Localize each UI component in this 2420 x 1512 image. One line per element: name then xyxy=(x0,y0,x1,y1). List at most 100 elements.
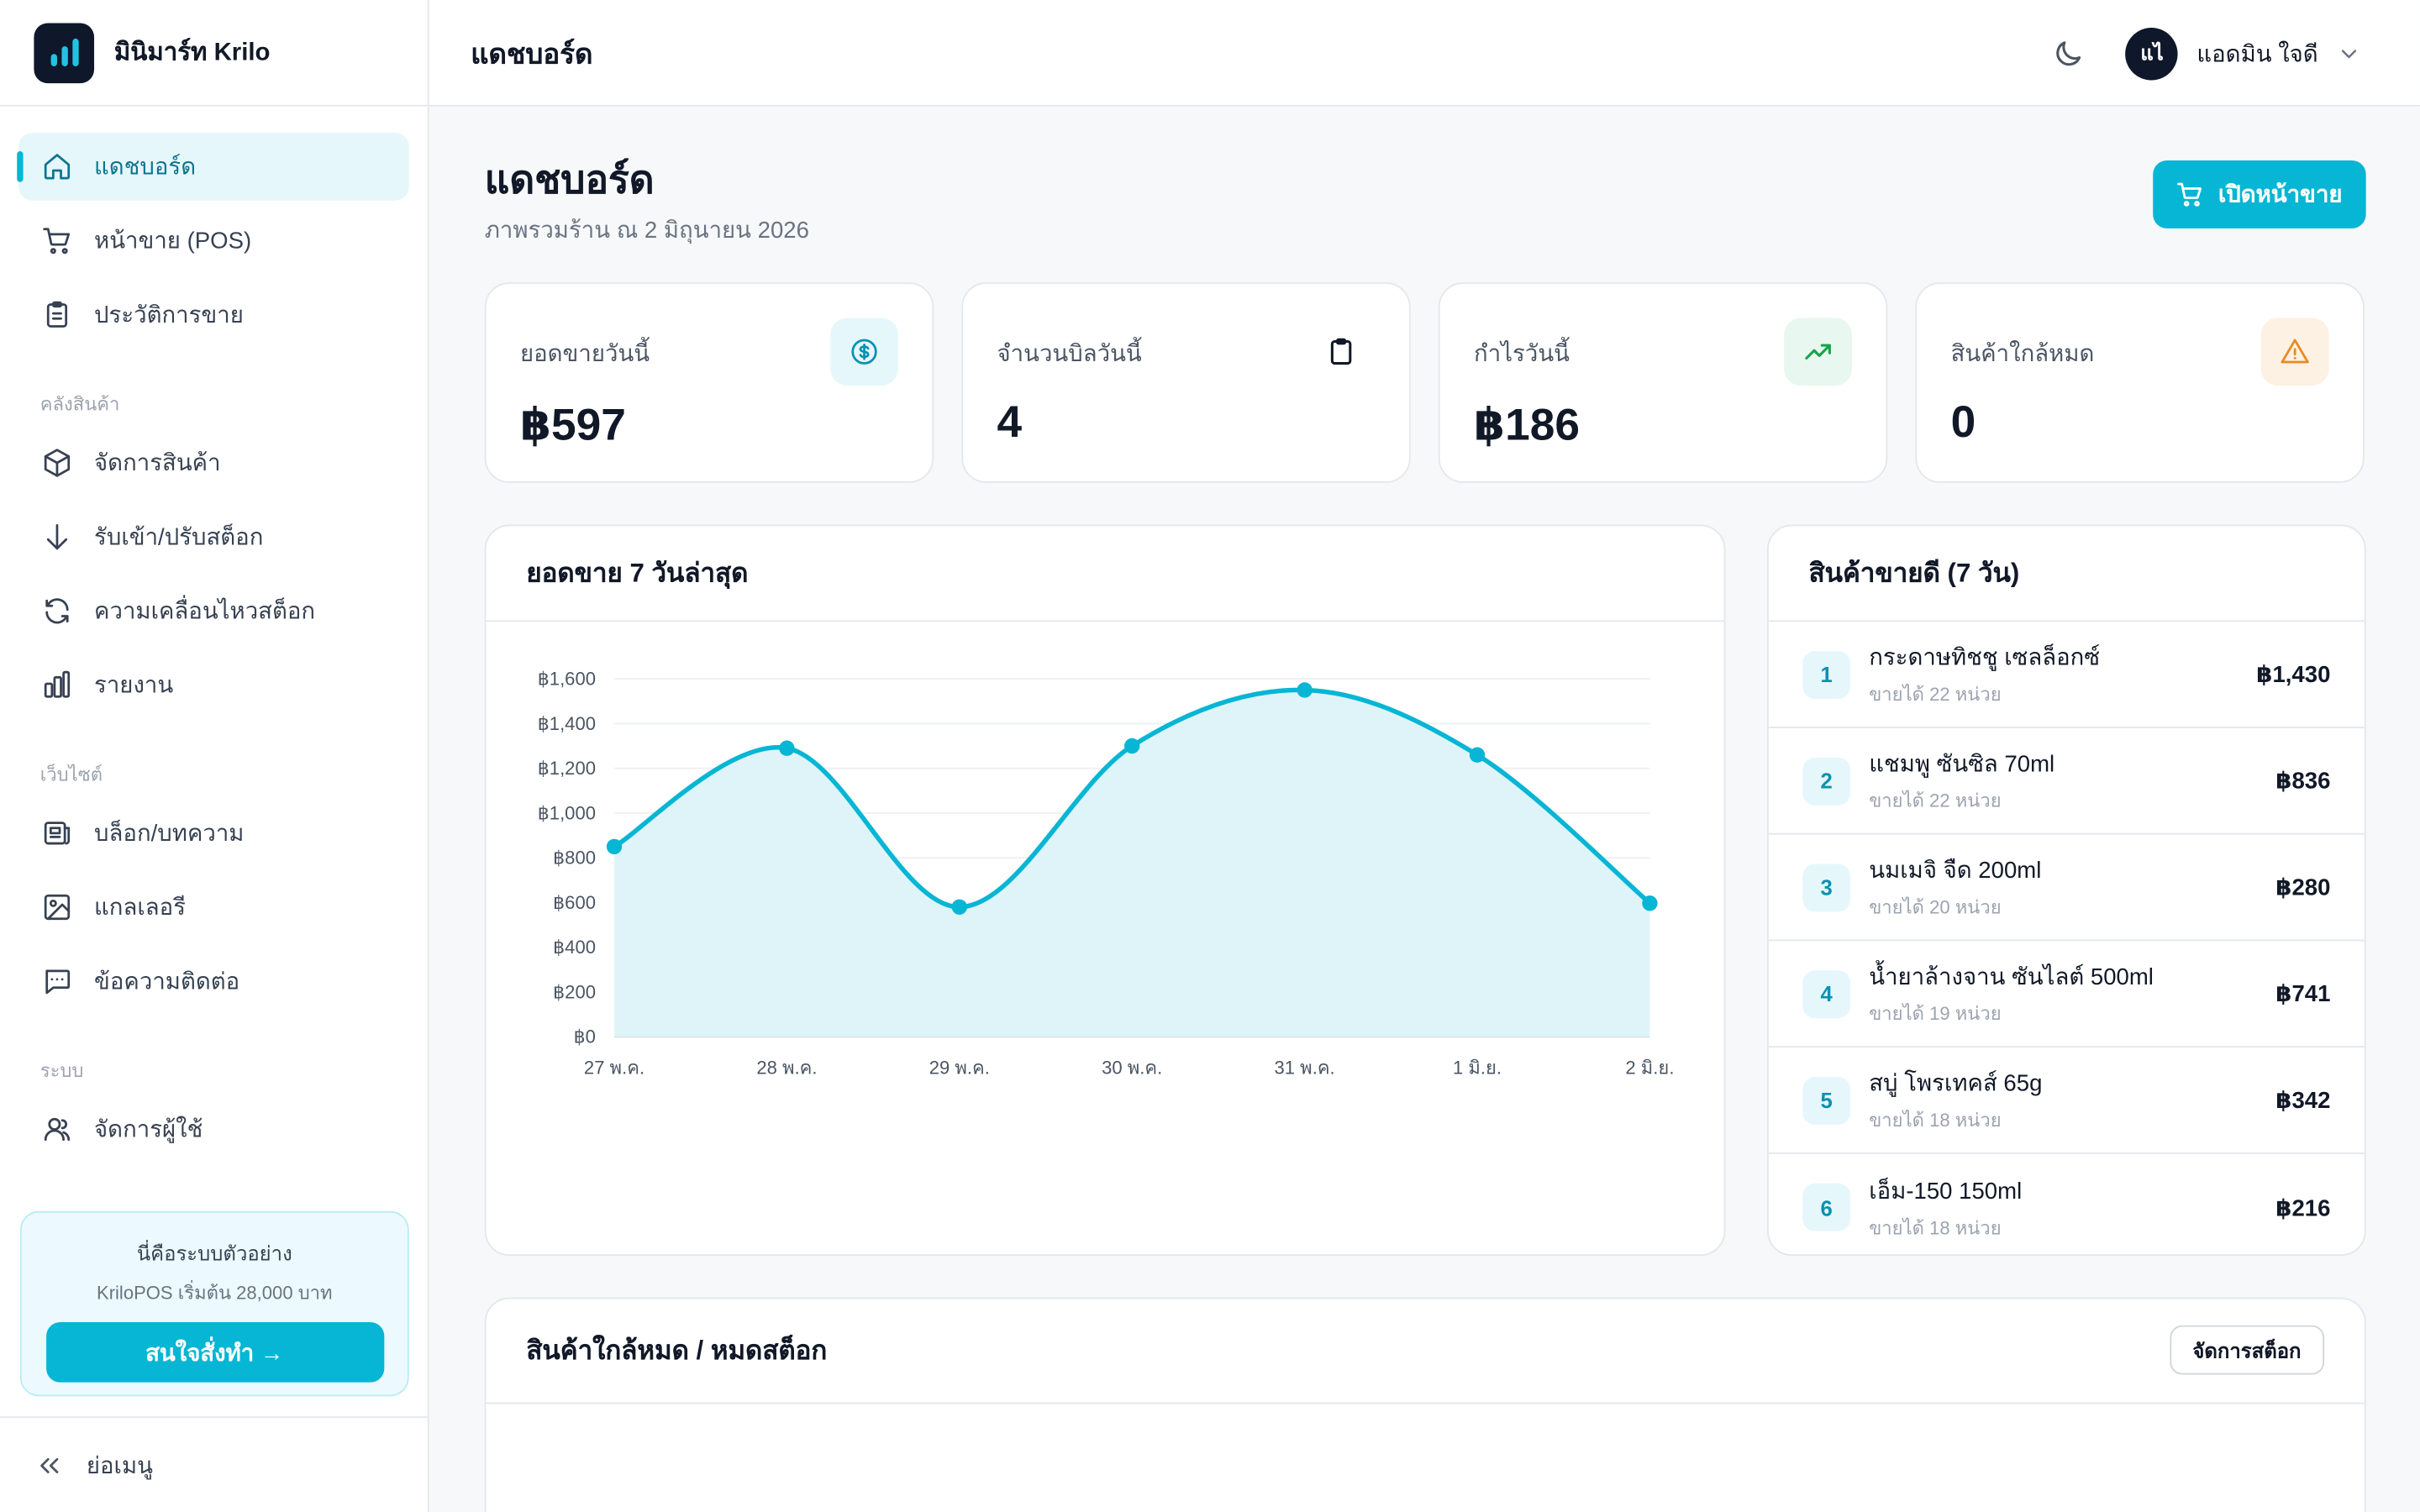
sidebar-item-sales-history[interactable]: ประวัติการขาย xyxy=(18,281,409,349)
x-tick-label: 31 พ.ค. xyxy=(1275,1057,1335,1078)
product-name: น้ำยาล้างจาน ซันไลต์ 500ml xyxy=(1869,963,2154,991)
cart-icon xyxy=(2177,182,2202,207)
sidebar-item-reports[interactable]: รายงาน xyxy=(18,651,409,719)
sidebar-item-messages[interactable]: ข้อความติดต่อ xyxy=(18,948,409,1016)
page-title: แดชบอร์ด xyxy=(484,159,655,202)
sidebar-item-label: บล็อก/บทความ xyxy=(94,821,245,848)
stat-card-profit-today: กำไรวันนี้ ฿186 xyxy=(1438,282,1888,483)
list-item[interactable]: 1 กระดาษทิชชู เซลล็อกซ์ ขายได้ 22 หน่วย ฿… xyxy=(1768,622,2365,728)
sales-chart-card: ยอดขาย 7 วันล่าสุด ฿0 ฿200 ฿400 ฿600 ฿800 ฿1,… xyxy=(484,524,1726,1257)
low-stock-card: สินค้าใกล้หมด / หมดสต็อก จัดการสต็อก xyxy=(484,1297,2366,1512)
product-name: สบู่ โพรเทคส์ 65g xyxy=(1869,1070,2043,1097)
arrow-down-icon xyxy=(46,524,68,550)
y-tick-label: ฿400 xyxy=(553,937,596,958)
cart-icon xyxy=(43,228,71,255)
collapse-menu-button[interactable]: ย่อเมนู xyxy=(0,1416,428,1512)
list-item[interactable]: 2 แชมพู ซันซิล 70ml ขายได้ 22 หน่วย ฿836 xyxy=(1768,728,2365,835)
x-tick-label: 2 มิ.ย. xyxy=(1625,1057,1674,1078)
stat-card-bills-today: จำนวนบิลวันนี้ 4 xyxy=(961,282,1411,483)
y-tick-label: ฿600 xyxy=(553,892,596,913)
product-amount: ฿1,430 xyxy=(2256,661,2331,689)
product-sold: ขายได้ 22 หน่วย xyxy=(1869,683,2002,706)
newspaper-icon xyxy=(44,822,71,845)
sidebar-item-users[interactable]: จัดการผู้ใช้ xyxy=(18,1095,409,1163)
data-point xyxy=(1642,895,1658,911)
refresh-icon xyxy=(45,598,69,624)
clipboard-icon xyxy=(46,301,68,328)
sidebar-item-pos[interactable]: หน้าขาย (POS) xyxy=(18,207,409,275)
manage-stock-button[interactable]: จัดการสต็อก xyxy=(2169,1325,2325,1375)
top-products-title: สินค้าขายดี (7 วัน) xyxy=(1768,526,2365,622)
page-subtitle: ภาพรวมร้าน ณ 2 มิถุนายน 2026 xyxy=(484,217,809,244)
order-now-button[interactable]: สนใจสั่งทำ → xyxy=(45,1322,384,1383)
user-name[interactable]: แอดมิน ใจดี xyxy=(2196,40,2318,67)
x-tick-label: 29 พ.ค. xyxy=(929,1057,990,1078)
sidebar-item-dashboard[interactable]: แดชบอร์ด xyxy=(17,132,409,201)
y-tick-label: ฿0 xyxy=(574,1026,596,1047)
chevron-down-icon[interactable] xyxy=(2337,41,2361,66)
brand-logo-icon xyxy=(34,22,95,83)
y-tick-label: ฿1,600 xyxy=(538,668,596,689)
rank-badge: 4 xyxy=(1802,969,1851,1018)
sidebar-item-label: จัดการสินค้า xyxy=(94,450,221,477)
rank-badge: 6 xyxy=(1802,1183,1851,1231)
promo-subtitle: KriloPOS เริ่มต้น 28,000 บาท xyxy=(96,1282,333,1305)
sidebar-item-stock-in[interactable]: รับเข้า/ปรับสต็อก xyxy=(18,503,409,571)
collapse-menu-label: ย่อเมนู xyxy=(86,1452,153,1479)
sidebar-item-stock-movement[interactable]: ความเคลื่อนไหวสต็อก xyxy=(18,577,409,645)
brand-name: มินิมาร์ท Krilo xyxy=(113,39,271,66)
sidebar-item-gallery[interactable]: แกลเลอรี xyxy=(18,874,409,942)
stat-label: กำไรวันนี้ xyxy=(1474,340,1570,368)
stat-label: ยอดขายวันนี้ xyxy=(519,340,650,368)
low-stock-title: สินค้าใกล้หมด / หมดสต็อก xyxy=(486,1299,2365,1404)
sidebar-item-label: รายงาน xyxy=(94,672,174,700)
list-item[interactable]: 4 น้ำยาล้างจาน ซันไลต์ 500ml ขายได้ 19 หน… xyxy=(1768,941,2365,1048)
stat-value: 4 xyxy=(997,397,1023,448)
sidebar-item-label: ข้อความติดต่อ xyxy=(94,969,240,995)
y-tick-label: ฿1,400 xyxy=(538,713,596,734)
data-point xyxy=(1297,682,1313,698)
section-system: ระบบ xyxy=(39,1059,84,1082)
product-amount: ฿836 xyxy=(2275,768,2331,795)
message-icon xyxy=(45,969,71,995)
users-icon xyxy=(44,1117,71,1142)
list-item[interactable]: 5 สบู่ โพรเทคส์ 65g ขายได้ 18 หน่วย ฿342 xyxy=(1768,1047,2365,1154)
brand[interactable]: มินิมาร์ท Krilo xyxy=(0,0,428,107)
sidebar-item-label: แดชบอร์ด xyxy=(94,154,197,181)
sales-chart-title: ยอดขาย 7 วันล่าสุด xyxy=(486,526,1724,622)
open-pos-label: เปิดหน้าขาย xyxy=(2217,181,2343,208)
list-item[interactable]: 6 เอ็ม-150 150ml ขายได้ 18 หน่วย ฿216 xyxy=(1769,1154,2365,1254)
product-name: เอ็ม-150 150ml xyxy=(1869,1178,2023,1205)
sidebar-item-blog[interactable]: บล็อก/บทความ xyxy=(18,799,409,867)
sidebar-item-label: ความเคลื่อนไหวสต็อก xyxy=(94,598,316,625)
list-item[interactable]: 3 นมเมจิ จืด 200ml ขายได้ 20 หน่วย ฿280 xyxy=(1768,835,2365,942)
product-name: กระดาษทิชชู เซลล็อกซ์ xyxy=(1869,644,2101,671)
y-tick-label: ฿1,200 xyxy=(538,758,596,779)
section-website: เว็บไซต์ xyxy=(39,764,103,785)
data-point xyxy=(1124,738,1140,754)
rank-badge: 5 xyxy=(1802,1076,1851,1125)
sidebar-item-label: หน้าขาย (POS) xyxy=(94,228,252,255)
promo-box: นี่คือระบบตัวอย่าง KriloPOS เริ่มต้น 28,… xyxy=(19,1210,409,1397)
product-amount: ฿741 xyxy=(2275,981,2331,1008)
sidebar-item-label: จัดการผู้ใช้ xyxy=(94,1116,203,1143)
y-tick-label: ฿200 xyxy=(553,981,596,1002)
topbar: แดชบอร์ด แไ แอดมิน ใจดี xyxy=(429,0,2420,107)
bar-chart-icon xyxy=(44,670,71,698)
dollar-icon xyxy=(830,318,898,386)
avatar[interactable]: แไ xyxy=(2125,27,2179,80)
sidebar-item-products[interactable]: จัดการสินค้า xyxy=(18,429,409,497)
stat-value: 0 xyxy=(1950,397,1976,448)
moon-icon[interactable] xyxy=(2052,36,2086,70)
x-tick-label: 27 พ.ค. xyxy=(584,1057,644,1078)
open-pos-button[interactable]: เปิดหน้าขาย xyxy=(2153,160,2366,228)
product-name: แชมพู ซันซิล 70ml xyxy=(1869,751,2055,778)
warning-icon xyxy=(2260,318,2329,386)
sales-chart: ฿0 ฿200 ฿400 ฿600 ฿800 ฿1,000 ฿1,200 ฿1,400 ฿1,6… xyxy=(538,668,1675,1078)
x-tick-label: 1 มิ.ย. xyxy=(1453,1057,1502,1078)
top-products-card: สินค้าขายดี (7 วัน) 1 กระดาษทิชชู เซลล็อ… xyxy=(1767,524,2366,1257)
y-tick-label: ฿1,000 xyxy=(538,802,596,823)
x-tick-label: 30 พ.ค. xyxy=(1102,1057,1162,1078)
sidebar: มินิมาร์ท Krilo แดชบอร์ด หน้าขาย (POS) ป… xyxy=(0,0,429,1512)
rank-badge: 3 xyxy=(1802,863,1851,911)
